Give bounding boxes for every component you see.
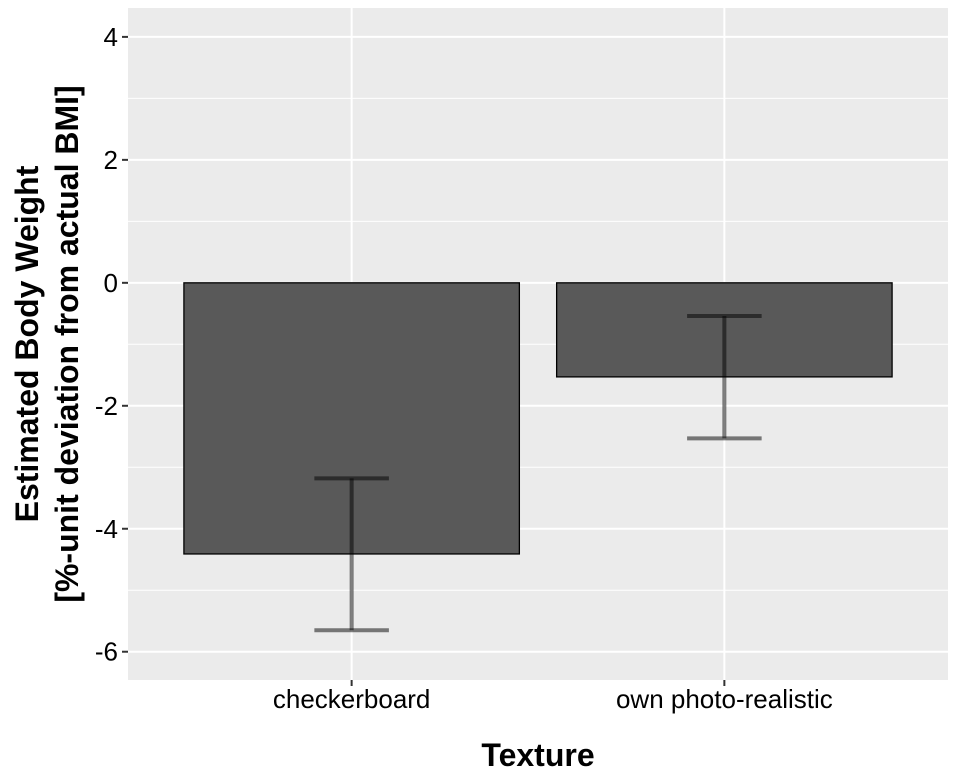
x-tick-label: checkerboard bbox=[273, 684, 431, 714]
error-bars bbox=[314, 314, 762, 633]
y-tick-label: 4 bbox=[104, 22, 118, 52]
y-axis-title-line-1: Estimated Body Weight bbox=[9, 165, 45, 522]
x-axis-ticks: checkerboard own photo-realistic bbox=[273, 680, 833, 714]
y-tick-label: 0 bbox=[104, 268, 118, 298]
x-tick-label: own photo-realistic bbox=[616, 684, 833, 714]
y-axis-title-line-2: [%-unit deviation from actual BMI] bbox=[49, 85, 85, 602]
error-bar bbox=[687, 314, 762, 441]
y-tick-label: -4 bbox=[95, 514, 118, 544]
error-bar bbox=[314, 476, 389, 633]
y-tick-label: -2 bbox=[95, 391, 118, 421]
y-tick-label: 2 bbox=[104, 145, 118, 175]
x-axis-title: Texture bbox=[481, 737, 594, 773]
y-tick-label: -6 bbox=[95, 637, 118, 667]
y-axis-ticks: -6 -4 -2 0 2 4 bbox=[95, 22, 128, 667]
